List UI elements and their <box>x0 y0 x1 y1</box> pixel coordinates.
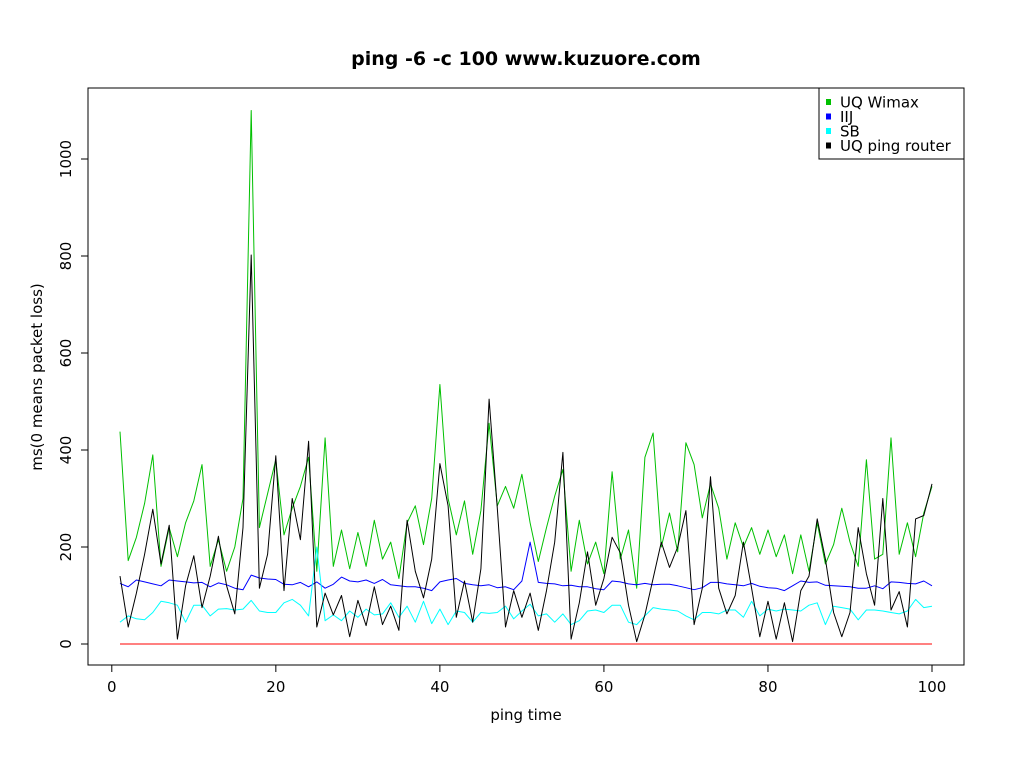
legend-label-sb: SB <box>840 123 860 141</box>
chart-title: ping -6 -c 100 www.kuzuore.com <box>351 48 701 70</box>
legend-swatch-sb <box>826 128 831 134</box>
y-axis-label: ms(0 means packet loss) <box>28 283 46 471</box>
x-tick-label: 80 <box>758 678 777 696</box>
y-tick-label: 200 <box>57 533 75 562</box>
y-axis: 0 200 400 600 800 1000 <box>57 140 89 649</box>
y-tick-label: 1000 <box>57 140 75 178</box>
x-axis: 0 20 40 60 80 100 <box>107 664 947 696</box>
series-layer <box>119 110 933 645</box>
legend-swatch-iij <box>826 113 831 120</box>
x-axis-label: ping time <box>490 706 561 724</box>
legend-label-uq-wimax: UQ Wimax <box>840 94 919 112</box>
x-tick-label: 100 <box>918 678 947 696</box>
y-tick-label: 0 <box>57 639 75 649</box>
legend-label-iij: IIJ <box>840 108 853 126</box>
series-line-iij <box>119 541 933 592</box>
legend-box <box>818 87 965 160</box>
series-line-uq-wimax <box>119 110 933 589</box>
series-line-sb <box>119 546 933 626</box>
x-tick-label: 0 <box>107 678 117 696</box>
legend-label-uq-ping-router: UQ ping router <box>840 137 952 155</box>
y-tick-label: 400 <box>57 436 75 465</box>
x-tick-label: 20 <box>266 678 285 696</box>
y-tick-label: 800 <box>57 242 75 271</box>
plot-area-border <box>87 87 965 666</box>
series-line-uq-ping-router <box>119 254 933 643</box>
y-tick-label: 600 <box>57 339 75 368</box>
legend-swatch-uq-ping-router <box>826 142 831 149</box>
legend-swatch-uq-wimax <box>826 99 831 105</box>
x-tick-label: 60 <box>594 678 613 696</box>
x-tick-label: 40 <box>430 678 449 696</box>
